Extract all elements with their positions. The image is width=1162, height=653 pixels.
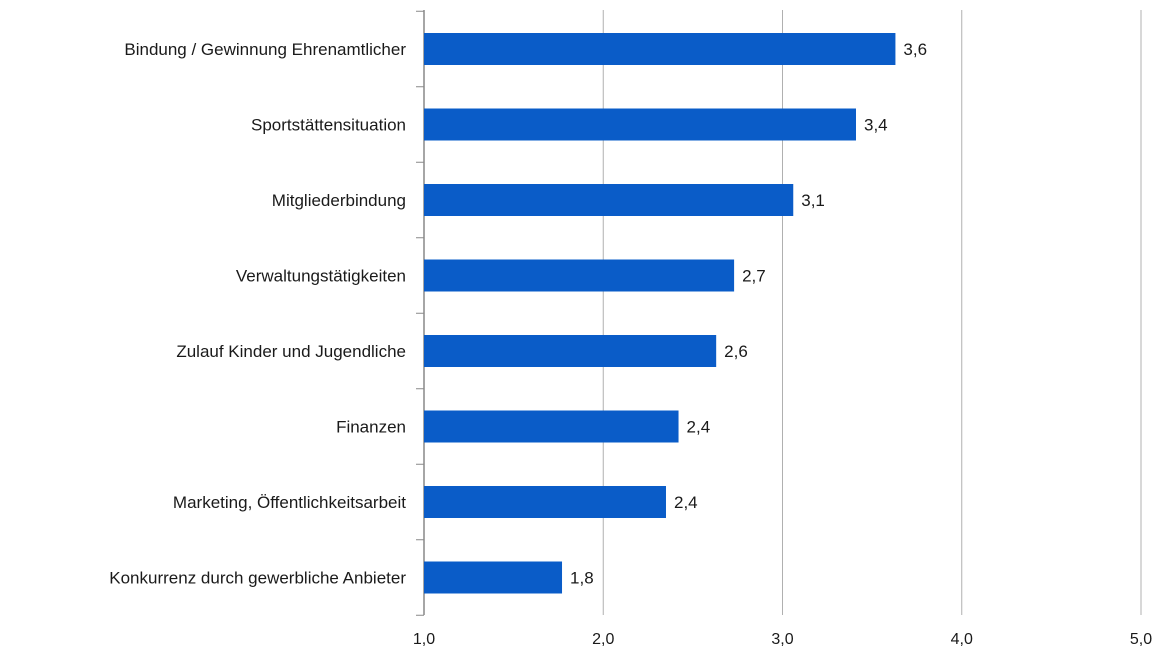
- labels: 1,0 2,0 3,0 4,0 5,0 Bindung / Gewinnung Ehren…: [109, 40, 1152, 648]
- x-tick-label: 4,0: [951, 631, 973, 648]
- axes: [416, 10, 425, 616]
- bar: [424, 184, 794, 216]
- category-label: Marketing, Öffentlichkeitsarbeit: [173, 493, 406, 512]
- bar: [424, 561, 563, 594]
- bar: [424, 410, 679, 443]
- value-label: 3,4: [864, 116, 888, 135]
- value-label: 2,7: [742, 267, 766, 286]
- value-label: 2,6: [724, 342, 748, 361]
- value-label: 3,6: [903, 40, 927, 59]
- value-label: 2,4: [687, 418, 711, 437]
- x-tick-label: 5,0: [1130, 631, 1152, 648]
- category-label: Mitgliederbindung: [272, 191, 406, 210]
- category-label: Konkurrenz durch gewerbliche Anbieter: [109, 569, 406, 588]
- x-tick-label: 1,0: [413, 631, 435, 648]
- bar: [424, 108, 856, 141]
- category-label: Sportstättensituation: [251, 116, 406, 135]
- value-label: 1,8: [570, 569, 594, 588]
- category-label: Zulauf Kinder und Jugendliche: [176, 342, 406, 361]
- category-label: Finanzen: [336, 418, 406, 437]
- value-label: 2,4: [674, 493, 698, 512]
- value-label: 3,1: [801, 191, 825, 210]
- bar: [424, 259, 735, 292]
- x-tick-label: 2,0: [592, 631, 614, 648]
- category-label: Bindung / Gewinnung Ehrenamtlicher: [124, 40, 406, 59]
- category-label: Verwaltungstätigkeiten: [236, 267, 406, 286]
- bar: [424, 335, 717, 367]
- bar: [424, 486, 666, 518]
- x-tick-label: 3,0: [771, 631, 793, 648]
- gridlines: [602, 10, 1142, 615]
- bars: [424, 33, 896, 594]
- bar: [424, 33, 896, 65]
